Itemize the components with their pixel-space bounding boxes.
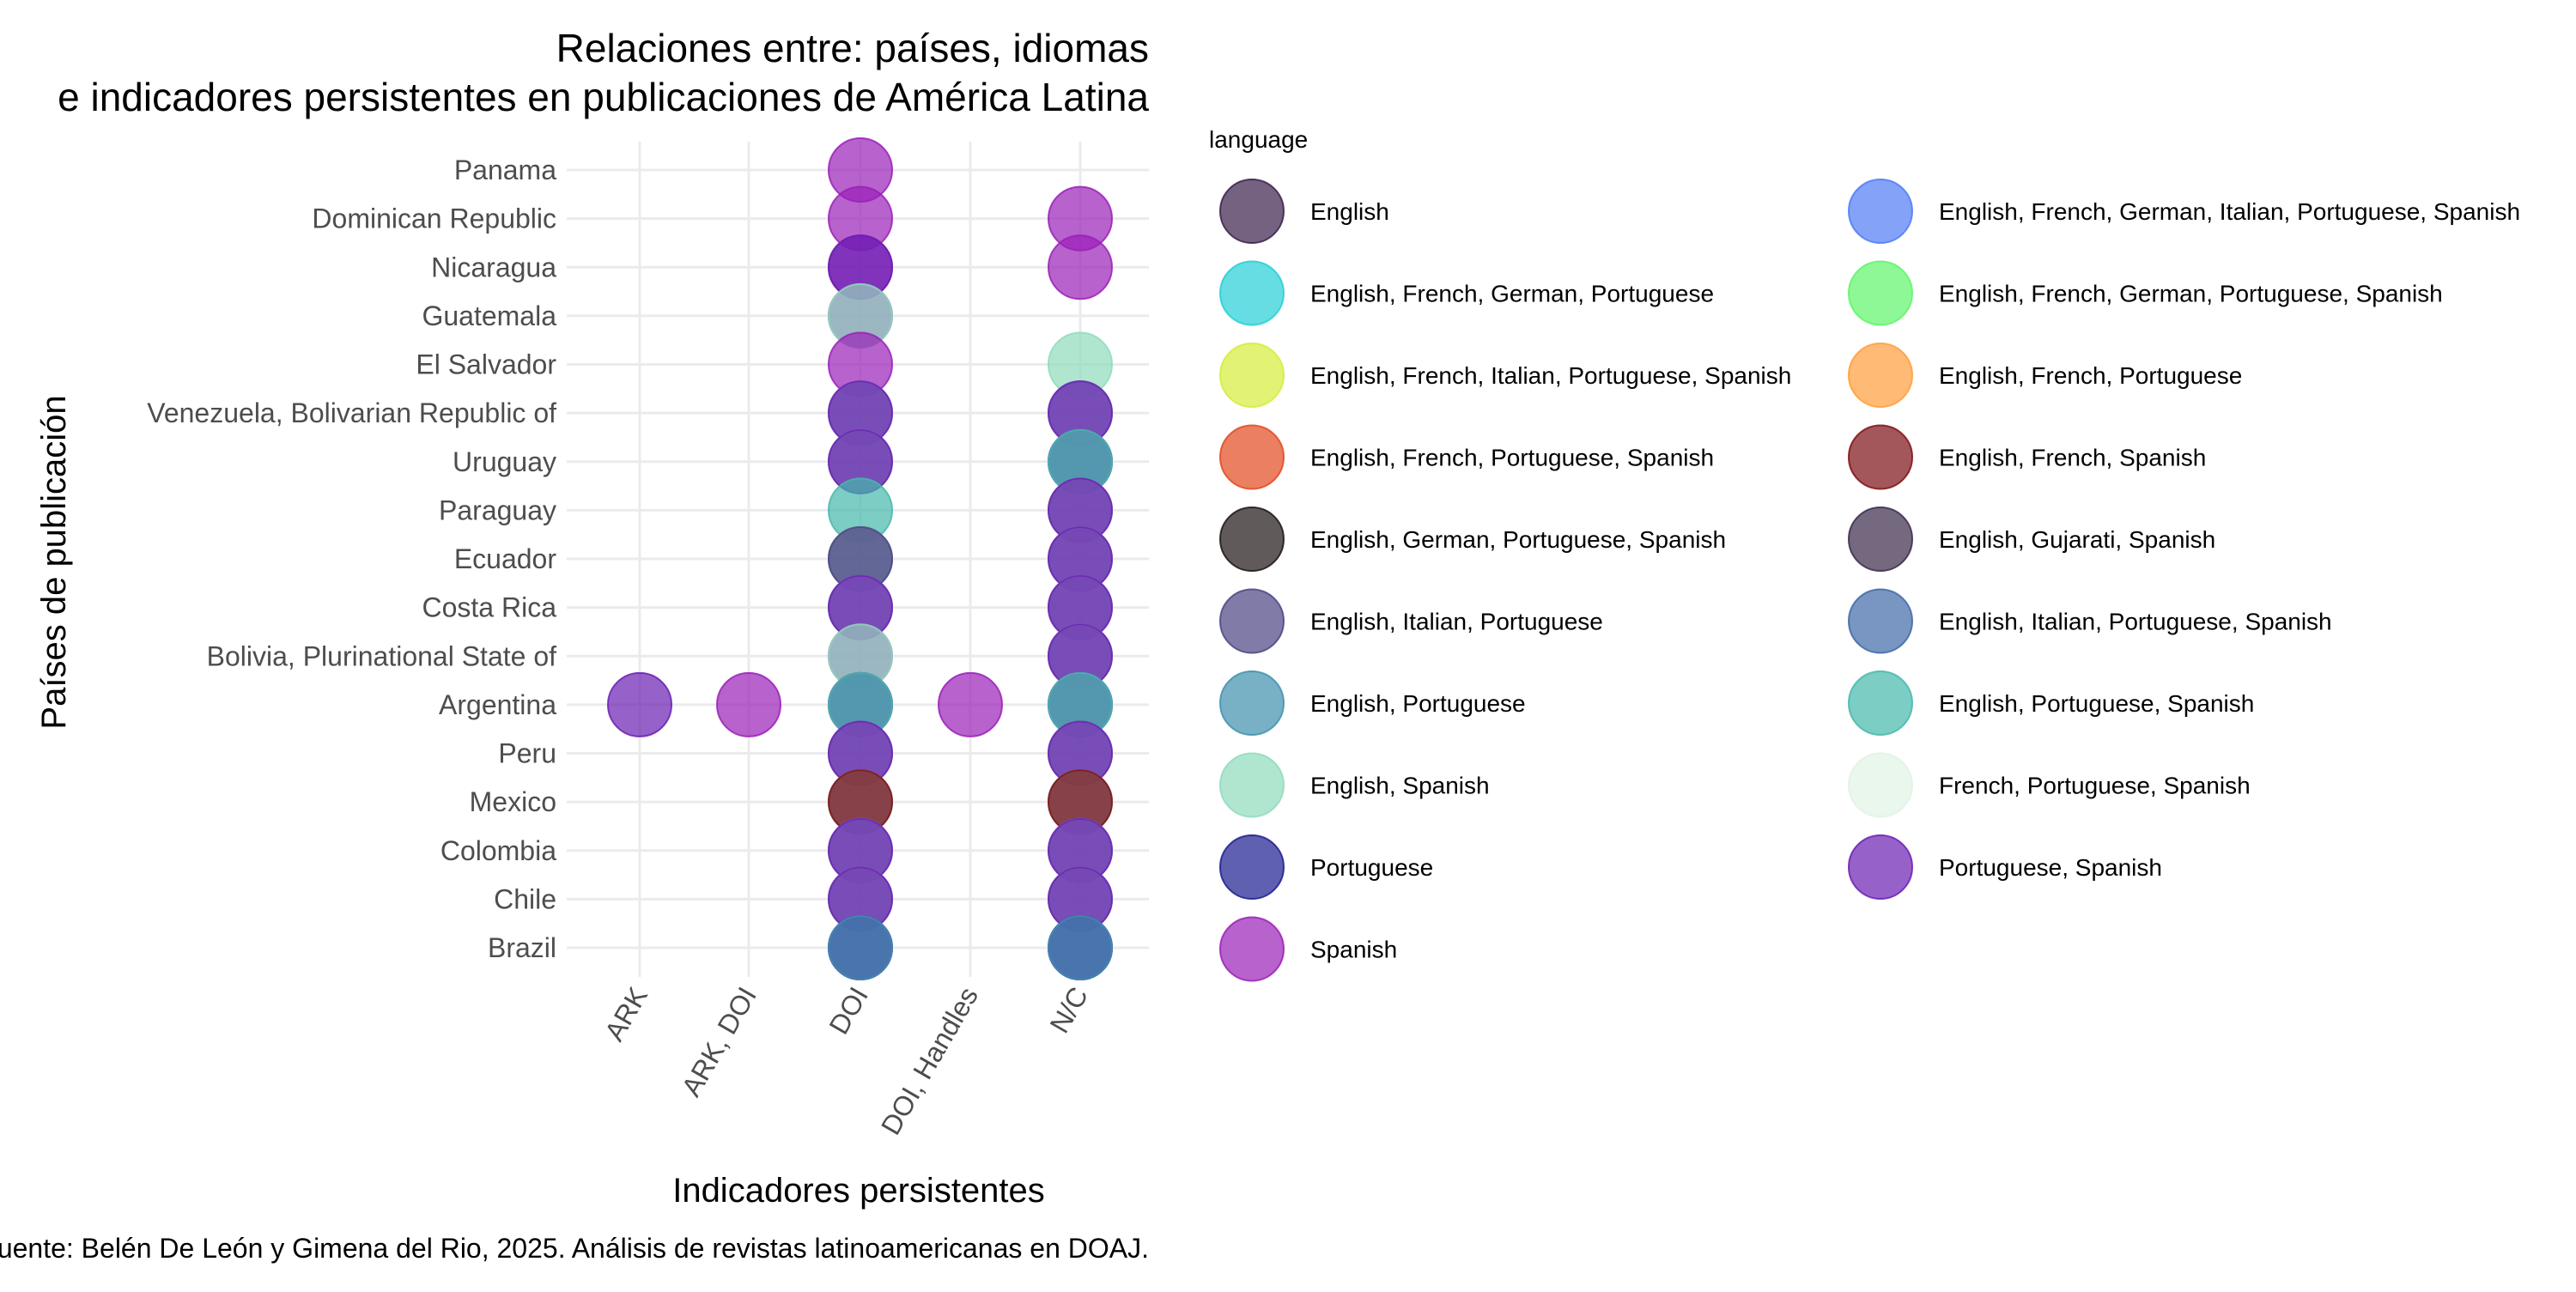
x-tick-label: ARK, DOI <box>676 982 762 1102</box>
legend-key <box>1219 506 1285 572</box>
y-tick-label: Mexico <box>470 786 556 817</box>
x-tick-label: ARK <box>598 982 653 1046</box>
x-tick-labels: ARK ARK, DOI DOI DOI, Handles N/C <box>598 982 1094 1140</box>
y-tick-label: Ecuador <box>454 543 557 574</box>
legend-key <box>1219 179 1285 244</box>
legend-label: English, French, Portuguese, Spanish <box>1310 445 1714 471</box>
legend-label: English, French, German, Portuguese, Spa… <box>1939 281 2443 307</box>
y-tick-label: Paraguay <box>439 494 556 525</box>
y-tick-label: Panama <box>454 155 556 185</box>
legend-key <box>1219 752 1285 818</box>
y-tick-label: Costa Rica <box>422 592 557 623</box>
legend: language English English, French, German,… <box>1209 126 2520 982</box>
legend-label: Portuguese, Spanish <box>1939 854 2162 881</box>
x-tick-label: DOI <box>823 982 874 1040</box>
data-point <box>828 915 893 980</box>
y-tick-label: Venezuela, Bolivarian Republic of <box>147 397 556 428</box>
legend-key <box>1848 179 1913 244</box>
legend-label: English, Portuguese, Spanish <box>1939 690 2254 717</box>
legend-label: English <box>1310 198 1389 225</box>
legend-key <box>1848 834 1913 900</box>
legend-key <box>1848 424 1913 490</box>
legend-key <box>1219 588 1285 654</box>
legend-label: English, French, German, Italian, Portug… <box>1939 198 2520 225</box>
y-tick-label: Bolivia, Plurinational State of <box>207 640 556 671</box>
legend-label: Spanish <box>1310 937 1397 963</box>
y-tick-label: Uruguay <box>453 446 556 477</box>
legend-key <box>1848 752 1913 818</box>
data-point <box>1048 234 1113 300</box>
chart-title-line: e indicadores persistentes en publicacio… <box>58 75 1149 119</box>
legend-key <box>1219 834 1285 900</box>
legend-label: English, Spanish <box>1310 773 1490 799</box>
legend-label: English, French, German, Portuguese <box>1310 281 1714 307</box>
legend-key <box>1848 670 1913 736</box>
y-tick-label: El Salvador <box>416 349 556 380</box>
chart-caption: Fuente: Belén De León y Gimena del Rio, … <box>0 1233 1149 1264</box>
legend-key <box>1848 506 1913 572</box>
data-point <box>938 671 1003 737</box>
legend-key <box>1848 588 1913 654</box>
y-tick-label: Argentina <box>439 689 556 720</box>
data-point <box>716 671 781 737</box>
legend-key <box>1848 343 1913 408</box>
data-points <box>607 137 1113 980</box>
data-point <box>607 671 672 737</box>
y-tick-label: Chile <box>494 883 556 914</box>
axes: Brazil Chile Colombia Mexico Peru Argentina Bo… <box>35 155 1094 1210</box>
x-tick-label: DOI, Handles <box>875 982 984 1140</box>
x-axis-label: Indicadores persistentes <box>672 1172 1045 1210</box>
legend-label: English, French, Spanish <box>1939 445 2206 471</box>
legend-label: English, French, Portuguese <box>1939 362 2242 389</box>
data-point <box>1048 915 1113 980</box>
y-tick-label: Guatemala <box>422 300 556 331</box>
x-tick-label: N/C <box>1043 982 1094 1039</box>
legend-title: language <box>1209 126 1308 153</box>
legend-label: English, Italian, Portuguese, Spanish <box>1939 609 2332 635</box>
legend-label: English, Italian, Portuguese <box>1310 609 1603 635</box>
chart-title-line: Relaciones entre: países, idiomas <box>556 26 1149 70</box>
legend-key <box>1848 260 1913 326</box>
legend-label: Portuguese <box>1310 854 1433 881</box>
legend-label: English, Gujarati, Spanish <box>1939 526 2215 553</box>
legend-key <box>1219 670 1285 736</box>
y-tick-label: Colombia <box>440 835 556 866</box>
legend-key <box>1219 260 1285 326</box>
y-tick-label: Peru <box>498 738 556 769</box>
y-tick-labels: Brazil Chile Colombia Mexico Peru Argentina Bo… <box>147 155 556 963</box>
legend-key <box>1219 343 1285 408</box>
legend-key <box>1219 916 1285 982</box>
legend-label: French, Portuguese, Spanish <box>1939 773 2251 799</box>
legend-label: English, Portuguese <box>1310 690 1526 717</box>
legend-label: English, French, Italian, Portuguese, Sp… <box>1310 362 1791 389</box>
y-tick-label: Brazil <box>488 932 556 963</box>
y-tick-label: Nicaragua <box>431 252 556 282</box>
legend-key <box>1219 424 1285 490</box>
legend-label: English, German, Portuguese, Spanish <box>1310 526 1726 553</box>
chart-title: Relaciones entre: países, idiomas e indic… <box>58 26 1149 119</box>
y-axis-label: Países de publicación <box>35 395 73 729</box>
y-tick-label: Dominican Republic <box>312 203 556 234</box>
